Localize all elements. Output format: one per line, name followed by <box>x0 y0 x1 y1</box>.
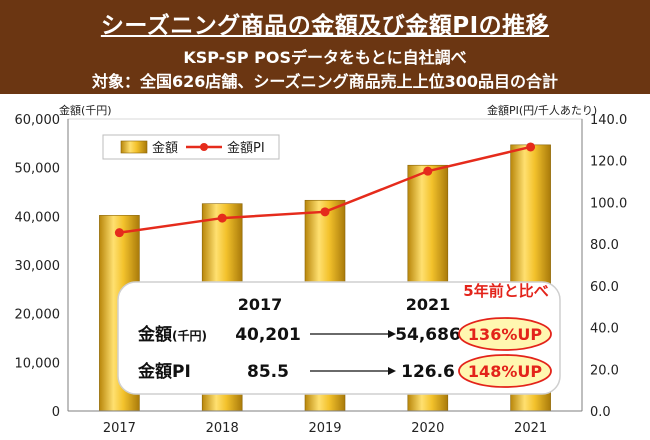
line-point <box>217 213 227 223</box>
y-tick-left: 20,000 <box>15 308 61 323</box>
summary-change-badge <box>458 317 552 351</box>
y-tick-left: 10,000 <box>15 356 61 371</box>
y-tick-right: 40.0 <box>590 322 619 337</box>
legend-swatch-bar <box>120 140 148 154</box>
summary-compare-label: 5年前と比べ <box>463 282 548 300</box>
y-tick-right: 140.0 <box>590 113 627 128</box>
x-tick-label: 2019 <box>308 421 341 436</box>
line-point <box>526 142 536 152</box>
y-tick-right: 80.0 <box>590 238 619 253</box>
y-tick-right: 60.0 <box>590 280 619 295</box>
summary-year-from: 2017 <box>238 295 283 314</box>
legend: 金額 金額PI <box>102 134 280 160</box>
x-tick-label: 2021 <box>514 421 547 436</box>
chart-subtitle-source: KSP-SP POSデータをもとに自社調べ <box>183 48 467 67</box>
summary-value-from: 40,201 <box>235 325 301 345</box>
y-tick-left: 0 <box>52 405 60 420</box>
summary-row-label: 金額PI <box>137 361 191 382</box>
y-tick-right: 100.0 <box>590 196 627 211</box>
y-tick-right: 120.0 <box>590 155 627 170</box>
summary-change-text: 148%UP <box>468 362 542 381</box>
line-point <box>423 166 433 176</box>
summary-arrowhead <box>388 330 396 338</box>
summary-change-text: 136%UP <box>468 325 542 344</box>
y-tick-left: 50,000 <box>15 162 61 177</box>
summary-year-to: 2021 <box>406 295 451 314</box>
y-tick-left: 30,000 <box>15 259 61 274</box>
legend-label-line: 金額PI <box>227 140 265 156</box>
chart-title: シーズニング商品の金額及び金額PIの推移 <box>100 13 550 39</box>
y-tick-left: 40,000 <box>15 210 61 225</box>
chart-subtitle-scope: 対象：全国626店舗、シーズニング商品売上上位300品目の合計 <box>92 72 558 91</box>
header-banner: シーズニング商品の金額及び金額PIの推移 KSP-SP POSデータをもとに自社… <box>0 0 650 94</box>
summary-value-to: 126.6 <box>401 362 455 382</box>
summary-value-to: 54,686 <box>395 325 461 345</box>
x-tick-label: 2017 <box>103 421 136 436</box>
legend-swatch-marker <box>200 143 208 151</box>
y-tick-right: 0.0 <box>590 405 611 420</box>
legend-label-bar: 金額 <box>152 140 178 156</box>
summary-arrowhead <box>388 367 396 375</box>
combo-chart: 0 10,000 20,000 30,000 40,000 50,000 60,000 0.0… <box>15 103 628 436</box>
summary-value-from: 85.5 <box>247 362 289 382</box>
y-axis-left-label: 金額(千円) <box>59 103 112 117</box>
line-point <box>114 228 124 238</box>
y-axis-right-label: 金額PI(円/千人あたり) <box>487 103 597 117</box>
line-point <box>320 207 330 217</box>
summary-change-badge <box>458 354 552 388</box>
x-tick-label: 2018 <box>206 421 239 436</box>
summary-row-label: 金額(千円) <box>137 324 207 345</box>
y-tick-right: 20.0 <box>590 363 619 378</box>
y-tick-left: 60,000 <box>15 113 61 128</box>
x-tick-label: 2020 <box>411 421 444 436</box>
summary-panel <box>117 281 561 395</box>
